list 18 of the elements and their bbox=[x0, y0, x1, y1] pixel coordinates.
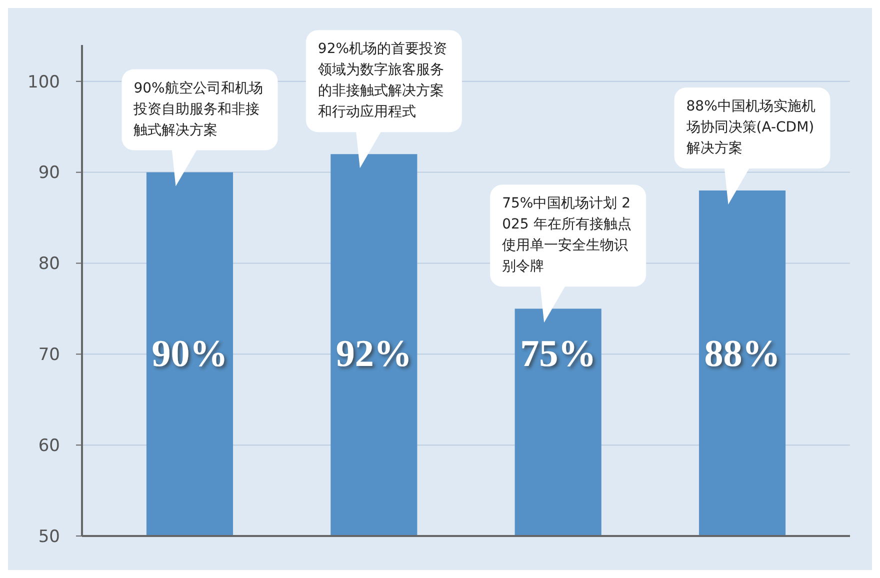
data-label: 75% bbox=[520, 333, 596, 375]
data-label: 92% bbox=[336, 333, 412, 375]
speech-callout: 92%机场的首要投资领域为数字旅客服务的非接触式解决方案和行动应用程式 bbox=[306, 30, 462, 168]
y-tick-label: 60 bbox=[38, 436, 60, 456]
y-tick-label: 70 bbox=[38, 345, 60, 366]
y-tick-label: 90 bbox=[38, 163, 60, 184]
y-tick-label: 50 bbox=[38, 526, 60, 547]
speech-callout: 88%中国机场实施机场协同决策(A-CDM)解决方案 bbox=[674, 87, 830, 204]
data-label: 88% bbox=[704, 333, 780, 375]
y-tick-label: 100 bbox=[28, 72, 60, 92]
y-tick-label: 80 bbox=[38, 254, 60, 274]
annotation: 92%机场的首要投资领域为数字旅客服务的非接触式解决方案和行动应用程式 bbox=[318, 41, 448, 120]
speech-callout: 75%中国机场计划 2025 年在所有接触点使用单一安全生物识别令牌 bbox=[490, 184, 646, 323]
annotation: 88%中国机场实施机场协同决策(A-CDM)解决方案 bbox=[685, 98, 816, 156]
data-label: 90% bbox=[152, 333, 228, 375]
annotation: 75%中国机场计划 2025 年在所有接触点使用单一安全生物识别令牌 bbox=[502, 196, 632, 275]
annotation: 90%航空公司和机场投资自助服务和非接触式解决方案 bbox=[132, 80, 263, 138]
speech-callout: 90%航空公司和机场投资自助服务和非接触式解决方案 bbox=[122, 69, 278, 186]
